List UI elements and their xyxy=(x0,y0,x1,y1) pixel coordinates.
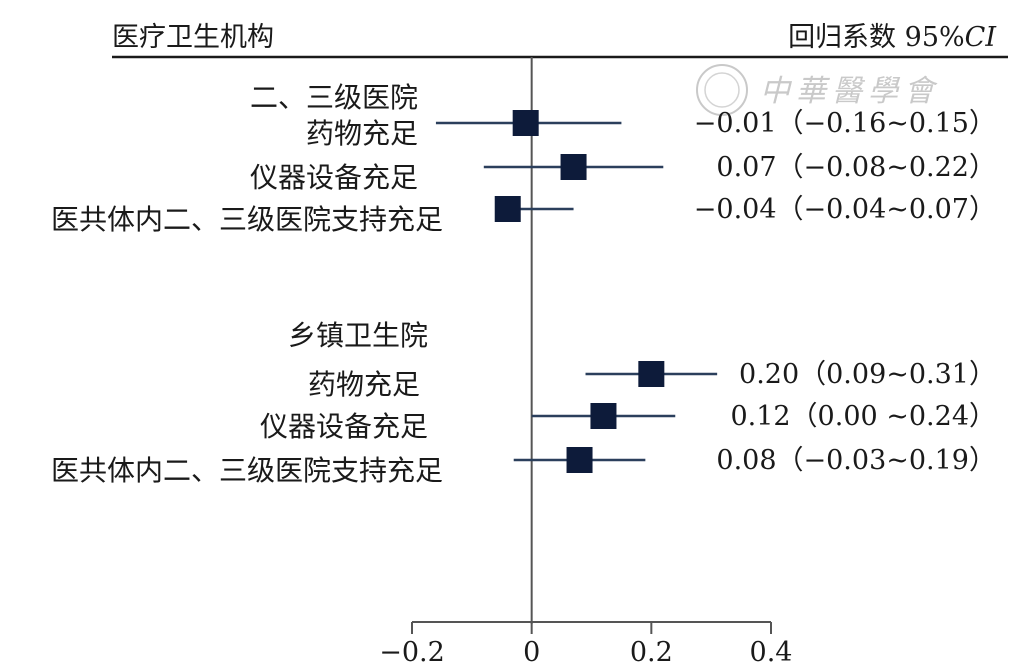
x-tick-label: 0 xyxy=(523,637,540,668)
forest-row: 医共体内二、三级医院支持充足 0.08（−0.03~0.19） xyxy=(51,445,996,487)
estimate-marker xyxy=(494,196,521,222)
x-tick-label: −0.2 xyxy=(379,637,445,668)
forest-row: 仪器设备充足 0.12（0.00 ~0.24） xyxy=(260,401,996,443)
ci-value-label: 0.12（0.00 ~0.24） xyxy=(730,401,996,432)
header-left-label: 医疗卫生机构 xyxy=(112,22,274,53)
forest-row: 药物充足 0.20（0.09~0.31） xyxy=(308,359,996,401)
row-label: 药物充足 xyxy=(308,368,420,401)
header-right-prefix: 回归系数 95% xyxy=(788,22,965,53)
ci-value-label: −0.01（−0.16~0.15） xyxy=(694,108,996,139)
ci-value-label: 0.08（−0.03~0.19） xyxy=(716,445,996,476)
estimate-marker xyxy=(566,447,593,473)
row-label: 医共体内二、三级医院支持充足 xyxy=(51,454,443,487)
header-right-label: 回归系数 95%CI xyxy=(788,22,997,53)
row-label: 仪器设备充足 xyxy=(260,410,428,443)
watermark: 中華醫學會 xyxy=(696,64,940,116)
ci-value-label: −0.04（−0.04~0.07） xyxy=(694,194,996,225)
row-label: 药物充足 xyxy=(306,117,418,150)
watermark-seal-inner xyxy=(704,72,740,108)
group-label: 乡镇卫生院 xyxy=(288,319,428,352)
group-label: 二、三级医院 xyxy=(250,81,418,114)
ci-value-label: 0.07（−0.08~0.22） xyxy=(716,152,996,183)
row-label: 医共体内二、三级医院支持充足 xyxy=(51,203,443,236)
row-label: 仪器设备充足 xyxy=(250,161,418,194)
x-axis: −0.2 0 0.2 0.4 xyxy=(379,621,793,668)
x-tick-label: 0.2 xyxy=(630,637,673,668)
forest-row: 医共体内二、三级医院支持充足 −0.04（−0.04~0.07） xyxy=(51,194,996,236)
ci-value-label: 0.20（0.09~0.31） xyxy=(739,359,996,390)
watermark-seal-icon xyxy=(696,64,748,116)
estimate-marker xyxy=(590,403,617,429)
estimate-marker xyxy=(638,361,665,387)
forest-row: 药物充足 −0.01（−0.16~0.15） xyxy=(306,108,996,150)
header-right-ci: CI xyxy=(965,22,998,53)
x-tick-label: 0.4 xyxy=(750,637,793,668)
estimate-marker xyxy=(560,154,587,180)
estimate-marker xyxy=(512,110,539,136)
forest-row: 仪器设备充足 0.07（−0.08~0.22） xyxy=(250,152,996,194)
watermark-text: 中華醫學會 xyxy=(760,74,940,109)
